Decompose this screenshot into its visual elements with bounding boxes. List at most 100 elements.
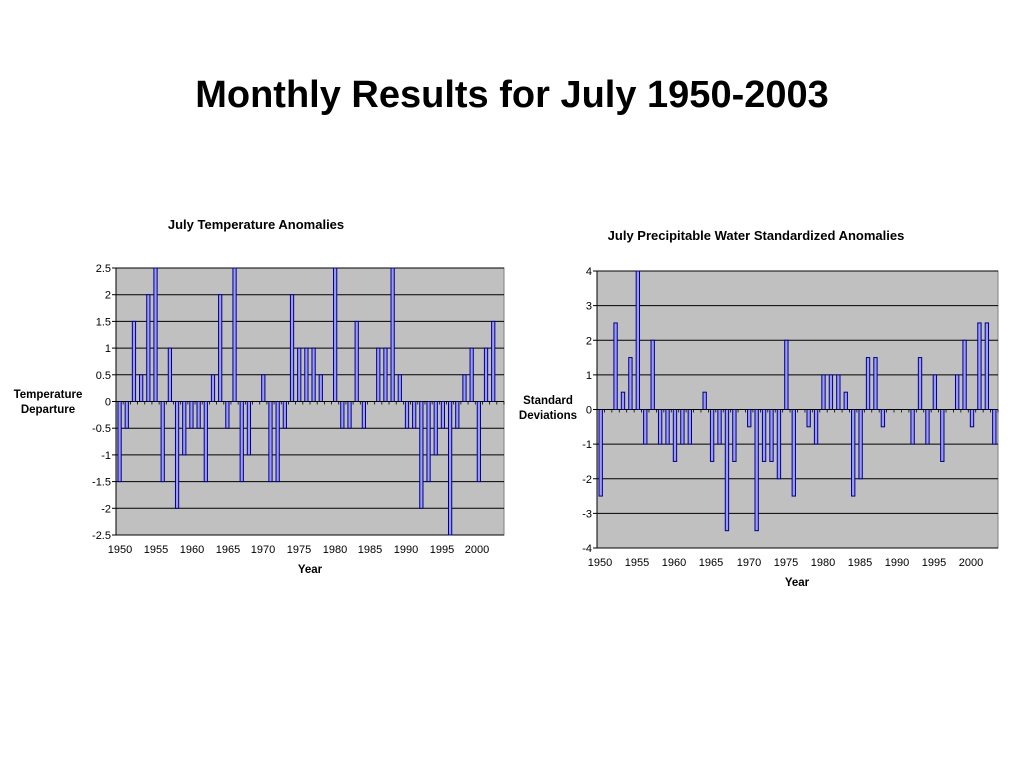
bar: [397, 374, 402, 402]
bar: [469, 347, 474, 403]
y-tick-label: 0: [586, 405, 592, 417]
bar: [304, 347, 309, 403]
bar: [709, 409, 715, 462]
bar: [189, 401, 194, 429]
bar: [311, 347, 316, 403]
bar: [440, 401, 446, 429]
bar: [828, 374, 834, 410]
x-tick-label: 1950: [108, 544, 132, 556]
bar: [754, 409, 759, 532]
bar: [843, 391, 848, 410]
bar: [476, 401, 481, 483]
x-tick-label: 2000: [465, 544, 489, 556]
y-axis-label: Standard Deviations: [519, 395, 577, 422]
x-tick-label: 1990: [394, 544, 418, 556]
bar: [747, 409, 752, 428]
bar: [139, 374, 144, 402]
bar: [433, 401, 438, 456]
bar: [836, 374, 841, 410]
bar: [174, 401, 180, 509]
y-tick-label: -1.5: [92, 477, 111, 489]
bar: [218, 294, 223, 403]
bar: [784, 339, 789, 410]
bar: [261, 374, 266, 402]
bar: [620, 391, 626, 410]
x-tick-label: 1995: [430, 544, 454, 556]
y-tick-label: -4: [582, 543, 592, 555]
bar: [598, 409, 603, 497]
precipitable-water-chart: July Precipitable Water Standardized Ano…: [519, 228, 999, 589]
y-tick-label: -0.5: [92, 423, 111, 435]
bar: [361, 401, 367, 429]
x-tick-label: 1975: [774, 557, 798, 569]
x-axis-label: Year: [785, 577, 810, 589]
x-tick-label: 1965: [699, 557, 723, 569]
bar: [153, 267, 158, 402]
bar: [412, 401, 417, 429]
y-tick-label: -2.5: [92, 530, 111, 542]
bar: [650, 339, 655, 410]
bar: [297, 347, 302, 403]
slide-title: Monthly Results for July 1950-2003: [195, 74, 829, 116]
bar: [865, 357, 871, 410]
bar: [196, 401, 201, 429]
x-tick-label: 1955: [625, 557, 649, 569]
x-tick-label: 1970: [251, 544, 275, 556]
y-tick-label: 2: [105, 290, 111, 302]
y-tick-label: -1: [101, 450, 111, 462]
bar: [977, 322, 982, 410]
bar: [282, 401, 287, 429]
bar: [318, 374, 323, 402]
y-tick-label: 1.5: [96, 316, 111, 328]
bar: [447, 401, 453, 536]
bar: [182, 401, 187, 456]
bar: [268, 401, 273, 483]
x-tick-label: 1960: [662, 557, 686, 569]
bar: [347, 401, 352, 429]
bar: [462, 374, 467, 402]
bar: [203, 401, 208, 483]
chart-title: July Precipitable Water Standardized Ano…: [608, 228, 905, 243]
bar: [761, 409, 767, 462]
bar: [483, 347, 489, 403]
bar: [858, 409, 863, 480]
bar: [657, 409, 663, 445]
bar: [992, 409, 997, 445]
x-tick-label: 1980: [811, 557, 835, 569]
bar: [404, 401, 410, 429]
bar: [717, 409, 722, 445]
bar: [954, 374, 960, 410]
y-tick-label: 2: [586, 335, 592, 347]
x-tick-label: 1965: [216, 544, 240, 556]
bar: [246, 401, 252, 456]
y-tick-label: 1: [586, 370, 592, 382]
bar: [390, 267, 395, 402]
bar: [732, 409, 737, 462]
bar: [239, 401, 244, 483]
x-tick-label: 1985: [358, 544, 382, 556]
bar: [225, 401, 230, 429]
y-tick-label: -2: [582, 474, 592, 486]
x-tick-label: 1970: [737, 557, 761, 569]
bar: [426, 401, 431, 483]
x-tick-label: 1955: [144, 544, 168, 556]
bar: [131, 320, 137, 402]
bar: [851, 409, 856, 497]
bar: [813, 409, 819, 445]
bar: [210, 374, 216, 402]
bar: [340, 401, 345, 429]
bar: [702, 391, 707, 410]
y-tick-label: 0: [105, 397, 111, 409]
bar: [687, 409, 692, 445]
temperature-chart: July Temperature Anomalies Year Temperat…: [14, 217, 505, 576]
x-tick-label: 1975: [287, 544, 311, 556]
bar: [984, 322, 990, 410]
bar: [160, 401, 165, 483]
bar: [354, 320, 359, 402]
x-tick-label: 1985: [848, 557, 872, 569]
x-tick-label: 1995: [922, 557, 946, 569]
bar: [940, 409, 945, 462]
chart-title: July Temperature Anomalies: [168, 217, 344, 232]
bar: [635, 270, 641, 410]
